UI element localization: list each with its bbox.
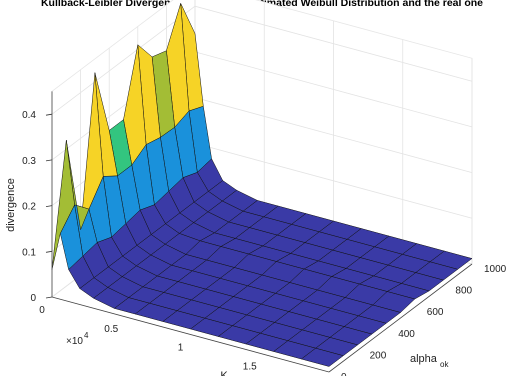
z-tick-mark [45,113,53,116]
z-tick-label: 0.1 [22,247,36,258]
x-axis-label: K [220,370,228,376]
x-exponent-base: ×10 [66,336,83,347]
surface-patch [51,139,75,270]
y-axis-label-subscript: ok [440,360,449,369]
z-tick-label: 0.4 [22,110,36,121]
x-axis-exponent: ×10 4 [66,331,89,347]
y-tick-label: 600 [427,307,444,318]
x-tick-label: 1.5 [243,361,257,372]
z-tick-mark [45,205,53,207]
z-axis-label: divergence [5,178,17,232]
z-tick-label: 0.2 [22,202,36,213]
y-tick-label: 0 [341,372,347,376]
z-tick-mark [45,296,53,299]
y-axis-label: alpha ok [410,353,449,369]
x-tick-label: 0 [39,305,45,316]
z-tick-label: 0 [30,293,36,304]
y-tick-label: 400 [398,329,415,340]
y-axis-label-main: alpha [410,353,438,365]
z-tick-mark [45,159,53,162]
y-axis-line [328,263,473,373]
y-tick-label: 1000 [484,264,507,275]
y-tick-label: 800 [455,286,472,297]
x-exponent-power: 4 [84,331,89,340]
y-tick-label: 200 [370,350,387,361]
x-axis-line [51,296,330,373]
divergence-surface [51,3,473,367]
z-tick-label: 0.3 [22,156,36,167]
z-tick-mark [45,250,53,253]
tick-labels: 00.10.20.30.400.511.5202004006008001000 [22,91,507,376]
x-tick-label: 1 [178,343,184,354]
x-tick-label: 0.5 [104,324,118,335]
